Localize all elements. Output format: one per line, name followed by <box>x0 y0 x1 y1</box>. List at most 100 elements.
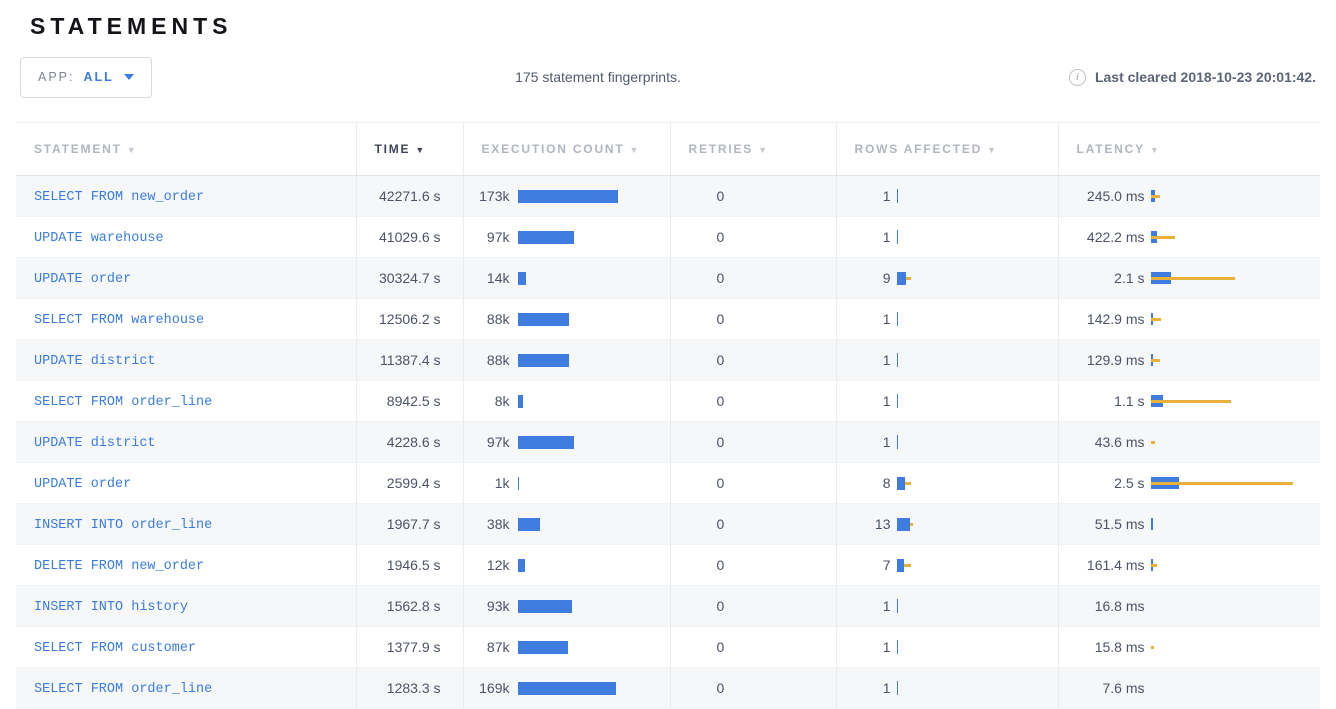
statement-link[interactable]: UPDATE order <box>34 272 132 287</box>
execution-count-value: 87k <box>486 639 510 655</box>
latency-value: 2.5 s <box>1114 475 1145 491</box>
table-row: INSERT INTO order_line 1967.7 s 38k 0 13 51.5… <box>16 503 1320 545</box>
latency-value: 1.1 s <box>1114 393 1145 409</box>
statement-link[interactable]: SELECT FROM new_order <box>34 190 205 205</box>
retries-cell: 0 <box>669 380 836 422</box>
latency-value: 7.6 ms <box>1102 680 1145 696</box>
execution-count-bar <box>517 189 618 203</box>
execution-count-value: 93k <box>486 598 510 614</box>
latency-cell: 129.9 ms <box>1057 339 1320 381</box>
latency-stddev-bar <box>1150 317 1161 321</box>
statement-link[interactable]: INSERT INTO history <box>34 600 188 615</box>
column-header-rows-affected[interactable]: ROWS AFFECTED ▼ <box>835 122 1058 176</box>
latency-cell: 16.8 ms <box>1057 585 1321 627</box>
rows-affected-cell: 1 <box>835 298 1058 340</box>
latency-bar-chart <box>1150 639 1321 655</box>
statement-link[interactable]: UPDATE district <box>34 436 156 451</box>
retries-cell: 0 <box>669 503 836 545</box>
execution-count-cell: 88k <box>462 298 670 340</box>
latency-value: 16.8 ms <box>1094 598 1145 614</box>
latency-value: 422.2 ms <box>1086 229 1145 245</box>
table-row: SELECT FROM warehouse 12506.2 s 88k 0 1 142.9… <box>16 298 1320 340</box>
statement-link[interactable]: SELECT FROM customer <box>34 641 197 656</box>
latency-cell: 7.6 ms <box>1057 667 1321 709</box>
latency-bar-chart <box>1151 598 1321 614</box>
time-cell: 1562.8 s <box>355 585 463 627</box>
statement-cell: INSERT INTO history <box>16 586 356 627</box>
time-cell: 11387.4 s <box>355 339 463 381</box>
latency-value: 51.5 ms <box>1094 516 1145 532</box>
latency-value: 129.9 ms <box>1086 352 1145 368</box>
latency-bar-chart <box>1150 188 1321 204</box>
app-filter-dropdown[interactable]: APP: ALL <box>20 56 152 98</box>
retries-cell: 0 <box>669 667 836 709</box>
rows-affected-cell: 1 <box>835 380 1058 422</box>
time-cell: 1377.9 s <box>355 626 463 668</box>
latency-cell: 2.1 s <box>1057 257 1320 299</box>
latency-bar-chart <box>1151 680 1321 696</box>
rows-affected-value: 1 <box>882 434 891 450</box>
time-cell: 30324.7 s <box>355 257 463 299</box>
time-cell: 41029.6 s <box>355 216 463 258</box>
statement-count-summary: 175 statement fingerprints. <box>515 69 681 85</box>
statement-cell: SELECT FROM order_line <box>16 381 356 422</box>
last-cleared-text: Last cleared 2018-10-23 20:01:42. <box>1094 69 1316 85</box>
statement-link[interactable]: SELECT FROM warehouse <box>34 313 205 328</box>
sort-arrow-icon: ▼ <box>758 145 769 155</box>
execution-count-value: 12k <box>486 557 510 573</box>
retries-cell: 0 <box>669 257 836 299</box>
latency-cell: 422.2 ms <box>1057 216 1320 258</box>
statement-link[interactable]: SELECT FROM order_line <box>34 682 213 697</box>
info-icon[interactable]: i <box>1068 68 1086 86</box>
execution-count-cell: 173k <box>462 175 670 217</box>
statement-link[interactable]: UPDATE order <box>34 477 132 492</box>
rows-affected-value: 1 <box>882 393 891 409</box>
statement-link[interactable]: UPDATE district <box>34 354 156 369</box>
table-row: DELETE FROM new_order 1946.5 s 12k 0 7 161.4 … <box>16 544 1320 586</box>
statement-link[interactable]: DELETE FROM new_order <box>34 559 205 574</box>
rows-affected-cell: 1 <box>835 626 1058 668</box>
statement-link[interactable]: UPDATE warehouse <box>34 231 164 246</box>
rows-affected-cell: 1 <box>835 175 1058 217</box>
latency-value: 15.8 ms <box>1094 639 1145 655</box>
latency-stddev-bar <box>1150 399 1231 403</box>
rows-affected-cell: 13 <box>835 503 1058 545</box>
rows-affected-cell: 7 <box>835 544 1058 586</box>
latency-stddev-bar <box>1150 235 1175 239</box>
execution-count-bar <box>517 517 540 531</box>
rows-affected-cell: 1 <box>835 216 1058 258</box>
statement-cell: SELECT FROM new_order <box>16 176 356 217</box>
statement-cell: UPDATE order <box>16 463 356 504</box>
rows-affected-bar <box>896 517 910 531</box>
execution-count-cell: 38k <box>462 503 670 545</box>
latency-cell: 142.9 ms <box>1057 298 1320 340</box>
statement-link[interactable]: INSERT INTO order_line <box>34 518 213 533</box>
retries-cell: 0 <box>669 585 836 627</box>
time-cell: 1967.7 s <box>355 503 463 545</box>
latency-cell: 161.4 ms <box>1057 544 1320 586</box>
sort-arrow-icon: ▼ <box>415 145 427 155</box>
rows-affected-value: 1 <box>882 352 891 368</box>
latency-value: 161.4 ms <box>1086 557 1145 573</box>
latency-value: 142.9 ms <box>1086 311 1145 327</box>
statement-cell: UPDATE order <box>16 258 356 299</box>
column-header-retries[interactable]: RETRIES ▼ <box>669 122 836 176</box>
toolbar: APP: ALL 175 statement fingerprints. i L… <box>20 55 1316 99</box>
sort-arrow-icon: ▼ <box>1149 145 1161 155</box>
column-header-label: EXECUTION COUNT <box>481 142 625 156</box>
statement-cell: SELECT FROM customer <box>16 627 356 668</box>
rows-affected-bar <box>896 189 898 203</box>
latency-bar-chart <box>1150 393 1321 409</box>
statement-link[interactable]: SELECT FROM order_line <box>34 395 213 410</box>
column-header-time[interactable]: TIME ▼ <box>355 122 463 176</box>
retries-cell: 0 <box>669 175 836 217</box>
execution-count-cell: 97k <box>462 421 670 463</box>
chevron-down-icon <box>123 74 134 80</box>
column-header-statement[interactable]: STATEMENT ▼ <box>16 122 356 176</box>
statement-cell: DELETE FROM new_order <box>16 545 356 586</box>
rows-affected-bar <box>896 312 898 326</box>
execution-count-cell: 14k <box>462 257 670 299</box>
column-header-execution-count[interactable]: EXECUTION COUNT ▼ <box>462 122 670 176</box>
execution-count-value: 38k <box>486 516 510 532</box>
column-header-latency[interactable]: LATENCY ▼ <box>1057 122 1320 176</box>
